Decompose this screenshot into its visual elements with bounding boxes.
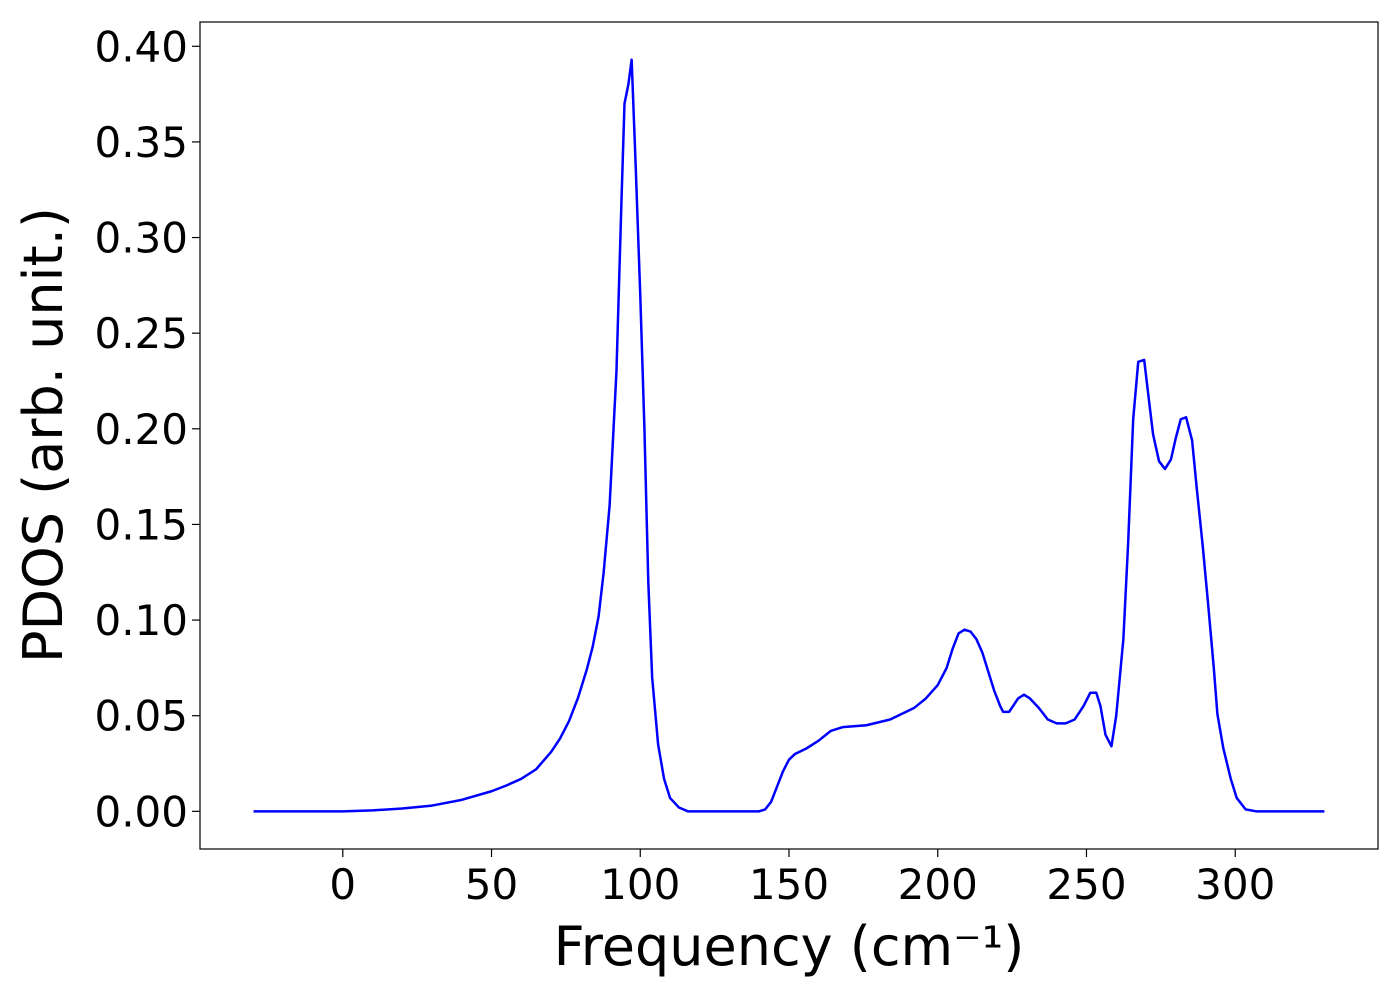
x-tick-label: 300 (1195, 860, 1275, 909)
y-axis-label: PDOS (arb. unit.) (12, 207, 75, 663)
x-tick-label: 50 (465, 860, 518, 909)
y-tick-label: 0.00 (94, 787, 188, 836)
y-tick-label: 0.15 (94, 500, 188, 549)
x-tick-label: 250 (1046, 860, 1126, 909)
x-axis-label: Frequency (cm⁻¹) (554, 915, 1025, 978)
y-tick-label: 0.25 (94, 309, 188, 358)
y-tick-label: 0.40 (94, 22, 188, 71)
x-tick-label: 150 (749, 860, 829, 909)
y-tick-label: 0.10 (94, 596, 188, 645)
plot-frame (199, 21, 1379, 850)
x-tick-label: 0 (329, 860, 356, 909)
x-tick-label: 100 (600, 860, 680, 909)
y-tick-label: 0.20 (94, 405, 188, 454)
x-tick-label: 200 (898, 860, 978, 909)
y-tick-label: 0.35 (94, 118, 188, 167)
y-tick-label: 0.30 (94, 214, 188, 263)
line (253, 58, 1325, 813)
y-tick-label: 0.05 (94, 692, 188, 741)
